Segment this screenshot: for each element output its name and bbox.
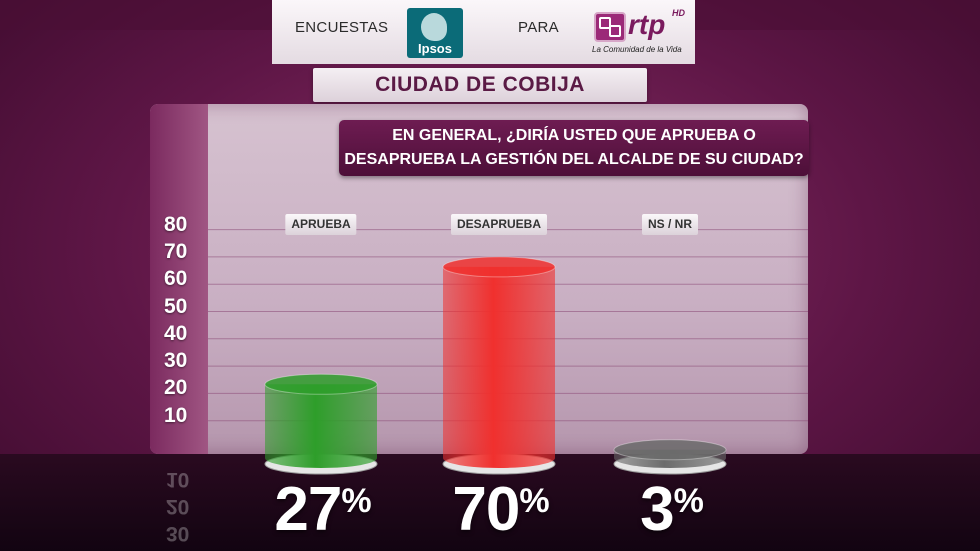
rtp-tagline: La Comunidad de la Vida xyxy=(592,45,682,54)
data-label-2: 3% xyxy=(640,474,704,545)
rtp-logo: rtp HD La Comunidad de la Vida xyxy=(592,8,692,58)
rtp-logo-text: rtp xyxy=(628,9,666,40)
bar-top-0 xyxy=(264,373,378,395)
y-tick-80: 80 xyxy=(164,212,188,236)
data-label-unit-0: % xyxy=(341,482,372,520)
question-line-2: DESAPRUEBA LA GESTIÓN DEL ALCALDE DE SU … xyxy=(344,151,804,168)
bar-top-1 xyxy=(442,256,556,278)
header-para: PARA xyxy=(518,19,559,36)
data-label-value-2: 3 xyxy=(640,475,674,544)
y-tick-20: 20 xyxy=(164,376,188,400)
y-tick-40: 40 xyxy=(164,321,188,345)
data-label-1: 70% xyxy=(452,474,549,545)
ipsos-figure-icon xyxy=(421,13,447,41)
data-label-value-1: 70 xyxy=(452,475,520,544)
y-tick-50: 50 xyxy=(164,294,188,318)
y-tick-reflection-20: 20 xyxy=(166,495,190,518)
bar-0 xyxy=(265,384,377,468)
category-label-0: APRUEBA xyxy=(285,214,357,235)
rtp-emblem-icon xyxy=(594,12,626,42)
data-label-value-0: 27 xyxy=(274,475,342,544)
y-tick-10: 10 xyxy=(164,403,188,427)
header-encuestas: ENCUESTAS xyxy=(295,19,389,36)
category-label-2: NS / NR xyxy=(641,214,699,235)
y-tick-reflection-30: 30 xyxy=(166,522,190,545)
rtp-hd-badge: HD xyxy=(672,8,685,18)
header-side-left xyxy=(0,0,272,30)
y-tick-60: 60 xyxy=(164,267,188,291)
chart-panel-axis-strip xyxy=(150,104,208,454)
city-title: CIUDAD DE COBIJA xyxy=(313,68,647,102)
data-label-unit-1: % xyxy=(519,482,550,520)
header-side-right xyxy=(695,0,980,30)
ipsos-logo: Ipsos xyxy=(407,8,463,58)
y-tick-70: 70 xyxy=(164,239,188,263)
y-tick-30: 30 xyxy=(164,349,188,373)
ipsos-logo-text: Ipsos xyxy=(418,41,452,56)
survey-question: EN GENERAL, ¿DIRÍA USTED QUE APRUEBA O D… xyxy=(339,120,809,176)
category-label-1: DESAPRUEBA xyxy=(450,214,548,235)
y-tick-reflection-10: 10 xyxy=(166,468,190,491)
data-label-unit-2: % xyxy=(673,482,704,520)
question-line-1: EN GENERAL, ¿DIRÍA USTED QUE APRUEBA O xyxy=(392,127,756,144)
bar-1 xyxy=(443,266,555,468)
bar-top-2 xyxy=(613,439,727,461)
data-label-0: 27% xyxy=(274,474,371,545)
